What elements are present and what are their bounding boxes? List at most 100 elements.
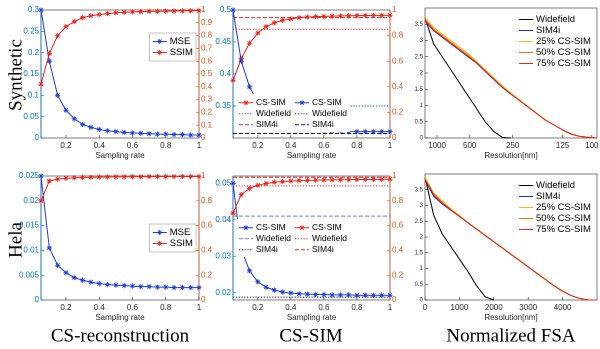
marker bbox=[46, 245, 52, 251]
marker bbox=[104, 128, 111, 134]
marker bbox=[288, 178, 294, 184]
panel: 1000 500 250 125 10000.511.522.533.5Resoluti… bbox=[415, 7, 599, 160]
y-tick-label: 0.5 bbox=[415, 119, 424, 125]
y-tick-label: 0 bbox=[35, 133, 40, 142]
panel: 0 1000 2000 3000 4000 0 0.5 1 1.5 2 2.5 3 3.5 Resolut… bbox=[415, 173, 598, 322]
legend-label: 50% CS-SIM bbox=[536, 47, 591, 58]
y-tick-label: 0.5 bbox=[415, 282, 424, 288]
marker bbox=[129, 283, 136, 289]
marker bbox=[387, 292, 393, 298]
marker bbox=[104, 10, 111, 17]
y2-tick-label: 1 bbox=[201, 171, 206, 180]
y2-tick-label: 0.4 bbox=[201, 246, 213, 255]
x-tick-label: 500 bbox=[463, 141, 477, 150]
marker bbox=[171, 285, 177, 291]
y2-tick-label: 0.4 bbox=[392, 82, 404, 91]
y-tick-label: 0.01 bbox=[23, 246, 39, 255]
x-tick-label: 3000 bbox=[519, 303, 537, 312]
marker bbox=[71, 18, 77, 25]
y-tick-label: 0.025 bbox=[19, 171, 40, 180]
marker bbox=[313, 14, 319, 20]
y2-tick-label: 0.7 bbox=[201, 44, 213, 53]
marker bbox=[346, 13, 352, 19]
y-tick-label: 1.5 bbox=[415, 250, 424, 256]
marker bbox=[63, 175, 69, 181]
y-tick-label: 3 bbox=[420, 38, 424, 44]
marker bbox=[163, 131, 169, 137]
marker bbox=[255, 279, 261, 285]
marker bbox=[71, 275, 77, 281]
y2-tick-label: 0.2 bbox=[201, 270, 213, 279]
marker bbox=[329, 292, 335, 298]
marker bbox=[379, 129, 385, 135]
y-tick-label: 2.5 bbox=[415, 219, 424, 225]
marker bbox=[46, 58, 52, 64]
y-tick-label: 0.4 bbox=[220, 69, 232, 78]
y-tick-label: 2 bbox=[420, 71, 424, 77]
x-tick-label: 0.8 bbox=[160, 303, 172, 312]
y-tick-label: 0.5 bbox=[220, 5, 232, 14]
y-tick-label: 0.45 bbox=[215, 37, 231, 46]
x-tick-label: 0.6 bbox=[318, 303, 330, 312]
marker bbox=[121, 9, 127, 15]
marker bbox=[79, 174, 86, 181]
marker bbox=[163, 284, 169, 290]
marker bbox=[263, 24, 269, 30]
y-tick-label: 0 bbox=[420, 298, 424, 304]
marker bbox=[362, 176, 368, 183]
marker bbox=[154, 131, 161, 137]
series-line bbox=[424, 17, 512, 139]
x-tick-label: 0.4 bbox=[285, 141, 297, 150]
panel: 0.2 0.4 0.6 0.8 100.050.10.150.20.250.300.10… bbox=[23, 5, 212, 160]
y-tick-label: 0.15 bbox=[23, 69, 39, 78]
panel: 0.2 0.4 0.6 0.8 100.0050.010.0150.020.02500.… bbox=[19, 171, 213, 322]
marker bbox=[238, 58, 244, 64]
marker bbox=[246, 40, 253, 46]
x-tick-label: 0 bbox=[423, 303, 428, 312]
y-tick-label: 0.015 bbox=[19, 221, 40, 230]
marker bbox=[379, 12, 385, 18]
legend-label: SIM4i bbox=[256, 119, 278, 129]
y2-tick-label: 0.6 bbox=[392, 56, 404, 65]
y-tick-label: 0.35 bbox=[215, 101, 231, 110]
marker bbox=[196, 132, 202, 138]
marker bbox=[63, 24, 69, 30]
marker bbox=[171, 8, 177, 14]
x-tick-label: 2000 bbox=[485, 303, 503, 312]
marker bbox=[370, 129, 377, 135]
legend-label: SSIM bbox=[170, 47, 193, 58]
marker bbox=[346, 176, 352, 183]
marker bbox=[171, 131, 177, 138]
y-tick-label: 1.5 bbox=[415, 87, 424, 93]
x-axis-label: Resolution[nm] bbox=[484, 151, 537, 160]
marker bbox=[104, 282, 111, 288]
legend-label: SIM4i bbox=[312, 119, 334, 129]
marker bbox=[179, 285, 185, 291]
marker bbox=[129, 9, 136, 15]
x-tick-label: 1000 bbox=[451, 303, 469, 312]
x-axis-label: Sampling rate bbox=[95, 151, 145, 160]
marker bbox=[304, 291, 310, 297]
legend-label: 25% CS-SIM bbox=[536, 36, 591, 47]
y2-tick-label: 0 bbox=[392, 295, 397, 304]
marker bbox=[88, 13, 94, 19]
marker bbox=[188, 8, 194, 14]
row-label: Synthetic bbox=[5, 39, 26, 111]
marker bbox=[321, 291, 327, 298]
marker bbox=[230, 77, 236, 84]
marker bbox=[138, 130, 144, 136]
marker bbox=[230, 180, 236, 186]
marker bbox=[38, 173, 44, 179]
marker bbox=[246, 268, 253, 274]
marker bbox=[129, 130, 136, 136]
marker bbox=[96, 174, 102, 180]
legend-label: CS-SIM bbox=[312, 222, 342, 232]
marker bbox=[188, 173, 194, 180]
y-tick-label: 0.25 bbox=[23, 26, 39, 35]
legend-label: Widefield bbox=[312, 108, 347, 118]
marker bbox=[370, 292, 377, 298]
marker bbox=[337, 13, 344, 19]
marker bbox=[129, 174, 136, 180]
